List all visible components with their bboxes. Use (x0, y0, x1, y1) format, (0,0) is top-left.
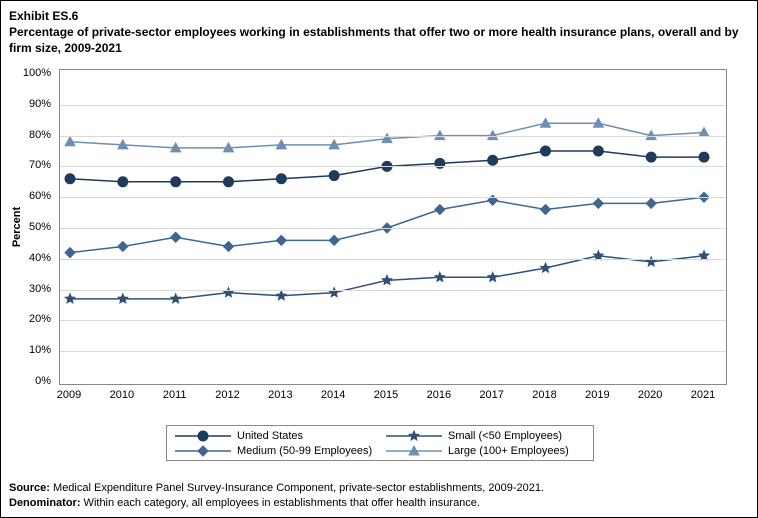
series-marker (118, 294, 128, 303)
series-marker (329, 171, 339, 181)
legend-label: Small (<50 Employees) (448, 430, 562, 442)
series-marker (276, 235, 286, 245)
series-marker (488, 155, 498, 165)
legend-item-medium: Medium (50-99 Employees) (173, 444, 376, 458)
x-tick-label: 2020 (638, 389, 662, 401)
source-label: Source: (9, 482, 50, 494)
legend-label: United States (237, 430, 303, 442)
y-tick-label: 70% (11, 159, 51, 171)
legend-swatch (384, 444, 444, 458)
x-tick-label: 2009 (57, 389, 81, 401)
series-marker (593, 198, 603, 208)
denominator-text: Within each category, all employees in e… (81, 497, 480, 509)
legend: United States Small (<50 Employees) Medi… (166, 425, 594, 461)
y-tick-label: 10% (11, 344, 51, 356)
series-marker (277, 291, 287, 300)
header: Exhibit ES.6 Percentage of private-secto… (1, 1, 757, 60)
series-marker (435, 205, 445, 215)
legend-item-small: Small (<50 Employees) (384, 429, 587, 443)
series-marker (276, 174, 286, 184)
series-marker (118, 177, 128, 187)
series-marker (65, 294, 75, 303)
series-marker (65, 248, 75, 258)
series-marker (541, 146, 551, 156)
x-tick-label: 2016 (427, 389, 451, 401)
series-marker (118, 241, 128, 251)
series-marker (171, 294, 181, 303)
chart-area: Percent 0%10%20%30%40%50%60%70%80%90%100… (59, 69, 727, 385)
x-tick-label: 2019 (585, 389, 609, 401)
y-tick-label: 40% (11, 252, 51, 264)
x-tick-label: 2011 (163, 389, 187, 401)
source-line: Source: Medical Expenditure Panel Survey… (9, 481, 749, 496)
legend-label: Large (100+ Employees) (448, 445, 569, 457)
legend-label: Medium (50-99 Employees) (237, 445, 372, 457)
series-marker (488, 272, 498, 281)
x-tick-label: 2014 (321, 389, 345, 401)
series-marker (435, 272, 445, 281)
series-marker (541, 205, 551, 215)
series-marker (646, 152, 656, 162)
exhibit-title: Percentage of private-sector employees w… (9, 25, 749, 56)
series-marker (224, 241, 234, 251)
series-marker (171, 232, 181, 242)
series-marker (382, 275, 392, 284)
series-marker (329, 235, 339, 245)
series-marker (224, 177, 234, 187)
x-tick-label: 2017 (479, 389, 503, 401)
plot-region (59, 69, 727, 385)
series-marker (171, 177, 181, 187)
x-tick-label: 2015 (374, 389, 398, 401)
y-tick-label: 50% (11, 221, 51, 233)
legend-item-united-states: United States (173, 429, 376, 443)
legend-swatch (173, 429, 233, 443)
y-tick-label: 100% (11, 67, 51, 79)
legend-swatch (173, 444, 233, 458)
y-tick-label: 60% (11, 190, 51, 202)
x-tick-label: 2021 (691, 389, 715, 401)
series-marker (646, 198, 656, 208)
x-tick-label: 2013 (268, 389, 292, 401)
y-tick-label: 90% (11, 98, 51, 110)
series-marker (65, 174, 75, 184)
series-marker (541, 263, 551, 272)
y-tick-label: 20% (11, 313, 51, 325)
legend-swatch (384, 429, 444, 443)
source-text: Medical Expenditure Panel Survey-Insuran… (50, 482, 544, 494)
denominator-label: Denominator: (9, 497, 81, 509)
y-tick-label: 0% (11, 375, 51, 387)
x-tick-label: 2018 (532, 389, 556, 401)
exhibit-label: Exhibit ES.6 (9, 9, 749, 23)
footer: Source: Medical Expenditure Panel Survey… (9, 481, 749, 511)
denominator-line: Denominator: Within each category, all e… (9, 496, 749, 511)
x-tick-label: 2012 (215, 389, 239, 401)
y-tick-label: 80% (11, 129, 51, 141)
series-marker (699, 152, 709, 162)
legend-item-large: Large (100+ Employees) (384, 444, 587, 458)
y-tick-label: 30% (11, 283, 51, 295)
x-tick-label: 2010 (110, 389, 134, 401)
series-marker (593, 146, 603, 156)
